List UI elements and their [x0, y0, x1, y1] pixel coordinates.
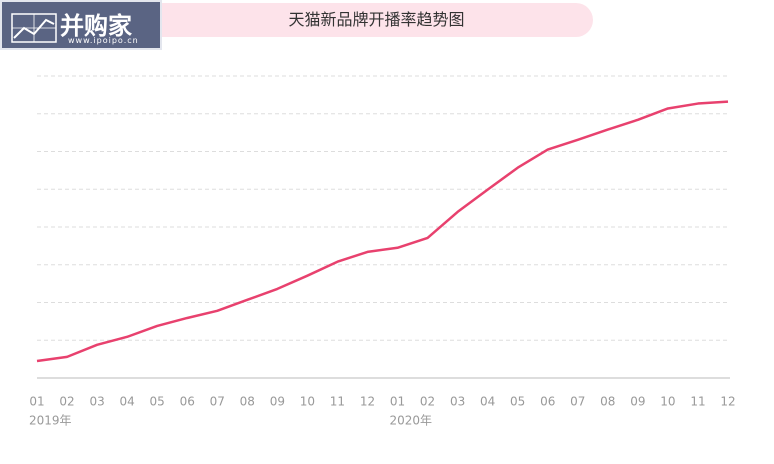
logo-url: www.ipoipo.cn [68, 36, 139, 45]
x-tick-label: 02 [420, 395, 435, 409]
x-tick-label: 01 [390, 395, 405, 409]
x-tick-label: 02 [59, 395, 74, 409]
x-tick-label: 07 [570, 395, 585, 409]
logo-name: 并购家 [60, 12, 132, 40]
x-tick-label: 10 [300, 395, 315, 409]
x-tick-label: 04 [480, 395, 495, 409]
x-tick-label: 03 [89, 395, 104, 409]
x-tick-label: 12 [720, 395, 735, 409]
logo-icon [11, 13, 57, 43]
logo: 并购家 www.ipoipo.cn [0, 0, 162, 50]
x-tick-label: 01 [29, 395, 44, 409]
x-group-label: 2020年 [390, 414, 433, 428]
line-series [36, 100, 729, 363]
x-tick-label: 07 [210, 395, 225, 409]
x-tick-label: 05 [510, 395, 525, 409]
x-tick-label: 08 [240, 395, 255, 409]
x-tick-label: 09 [270, 395, 285, 409]
x-tick-label: 08 [600, 395, 615, 409]
x-tick-label: 12 [360, 395, 375, 409]
x-tick-label: 11 [330, 395, 345, 409]
x-group-label: 2019年 [29, 414, 72, 428]
x-tick-label: 09 [630, 395, 645, 409]
chart-title: 天猫新品牌开播率趋势图 [288, 10, 465, 29]
x-tick-label: 03 [450, 395, 465, 409]
x-tick-label: 11 [690, 395, 705, 409]
x-tick-label: 04 [119, 395, 134, 409]
x-tick-label: 10 [660, 395, 675, 409]
title-pill [140, 3, 593, 37]
x-tick-label: 06 [180, 395, 195, 409]
x-tick-label: 05 [150, 395, 165, 409]
x-tick-label: 06 [540, 395, 555, 409]
